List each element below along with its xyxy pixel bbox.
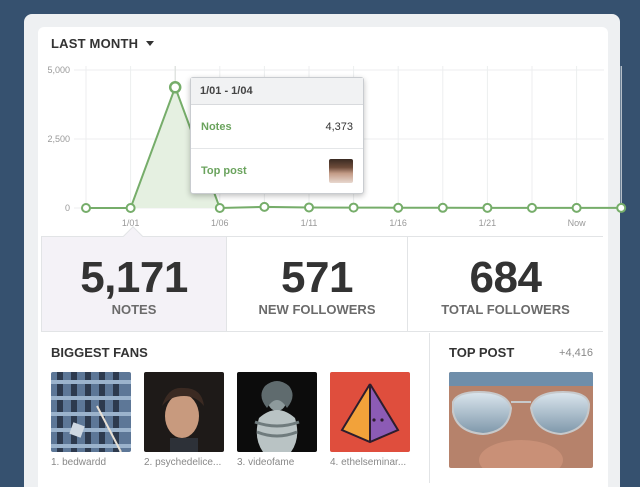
data-point <box>616 202 627 213</box>
x-tick-label: 1/01 <box>122 218 140 228</box>
stat-new-followers-label: NEW FOLLOWERS <box>258 302 376 317</box>
time-range-dropdown[interactable]: LAST MONTH <box>51 36 155 51</box>
section-divider <box>429 333 430 483</box>
data-point <box>571 202 582 213</box>
stat-notes[interactable]: 5,171 NOTES <box>41 226 227 331</box>
data-point <box>527 202 537 213</box>
tooltip-toppost-row[interactable]: Top post <box>191 149 363 193</box>
stat-new-followers-value: 571 <box>281 253 353 302</box>
data-point <box>125 203 136 213</box>
sunglasses-photo <box>449 372 593 468</box>
tooltip-notes-label: Notes <box>201 120 232 133</box>
fan-name[interactable]: 2. psychedelice... <box>144 457 222 468</box>
top-post-count: +4,416 <box>559 346 593 359</box>
data-point <box>437 202 448 213</box>
fan-avatar[interactable] <box>144 372 224 452</box>
fan-name[interactable]: 4. ethelseminar... <box>330 457 407 468</box>
stat-notes-value: 5,171 <box>80 253 188 302</box>
fan-avatar[interactable] <box>330 372 410 452</box>
fan-item[interactable]: 4. ethelseminar... <box>330 372 410 468</box>
y-tick-label: 0 <box>65 203 70 213</box>
data-point <box>393 202 404 213</box>
data-point <box>81 203 91 213</box>
y-tick-label: 5,000 <box>47 65 70 75</box>
tooltip-notes-row: Notes 4,373 <box>191 105 363 149</box>
biggest-fans-title: BIGGEST FANS <box>51 345 148 360</box>
stat-new-followers[interactable]: 571 NEW FOLLOWERS <box>227 237 408 331</box>
tooltip-date-range: 1/01 - 1/04 <box>191 78 363 105</box>
x-tick-label: Now <box>568 218 587 228</box>
stat-total-followers-value: 684 <box>469 253 542 302</box>
chart-tooltip: 1/01 - 1/04 Notes 4,373 Top post <box>190 77 364 194</box>
data-point <box>482 202 493 213</box>
building-photo <box>51 372 131 452</box>
artwork-figure <box>237 372 317 452</box>
data-point <box>348 202 359 213</box>
time-range-label: LAST MONTH <box>51 36 139 51</box>
tooltip-toppost-label: Top post <box>201 165 247 177</box>
top-post-image[interactable] <box>449 372 593 468</box>
caret-down-icon <box>146 41 155 46</box>
biggest-fans-section: BIGGEST FANS <box>51 345 410 468</box>
fan-avatar[interactable] <box>51 372 131 452</box>
x-tick-label: 1/06 <box>211 218 229 228</box>
data-point <box>259 201 270 212</box>
x-tick-label: 1/16 <box>389 218 407 228</box>
data-point <box>214 203 225 213</box>
fan-item[interactable]: 3. videofame <box>237 372 317 468</box>
stat-total-followers-label: TOTAL FOLLOWERS <box>441 302 570 317</box>
tooltip-toppost-thumbnail[interactable] <box>329 159 353 183</box>
y-tick-label: 2,500 <box>47 134 70 144</box>
tooltip-notes-value: 4,373 <box>325 120 353 133</box>
pyramid-illustration <box>330 372 410 452</box>
fan-name[interactable]: 3. videofame <box>237 457 295 468</box>
top-post-title: TOP POST <box>449 345 515 360</box>
fan-avatar[interactable] <box>237 372 317 452</box>
top-post-section: TOP POST +4,416 <box>449 345 593 468</box>
fan-name[interactable]: 1. bedwardd <box>51 457 107 468</box>
x-tick-label: 1/11 <box>301 218 318 228</box>
x-tick-label: 1/21 <box>479 218 497 228</box>
stat-total-followers[interactable]: 684 TOTAL FOLLOWERS <box>408 237 603 331</box>
fan-item[interactable]: 2. psychedelice... <box>144 372 224 468</box>
stats-bar: 5,171 NOTES 571 NEW FOLLOWERS 684 TOTAL … <box>41 226 603 332</box>
portrait-photo <box>144 372 224 452</box>
data-point <box>168 81 182 94</box>
stat-notes-label: NOTES <box>111 302 157 317</box>
fan-item[interactable]: 1. bedwardd <box>51 372 131 468</box>
data-point <box>304 202 314 213</box>
